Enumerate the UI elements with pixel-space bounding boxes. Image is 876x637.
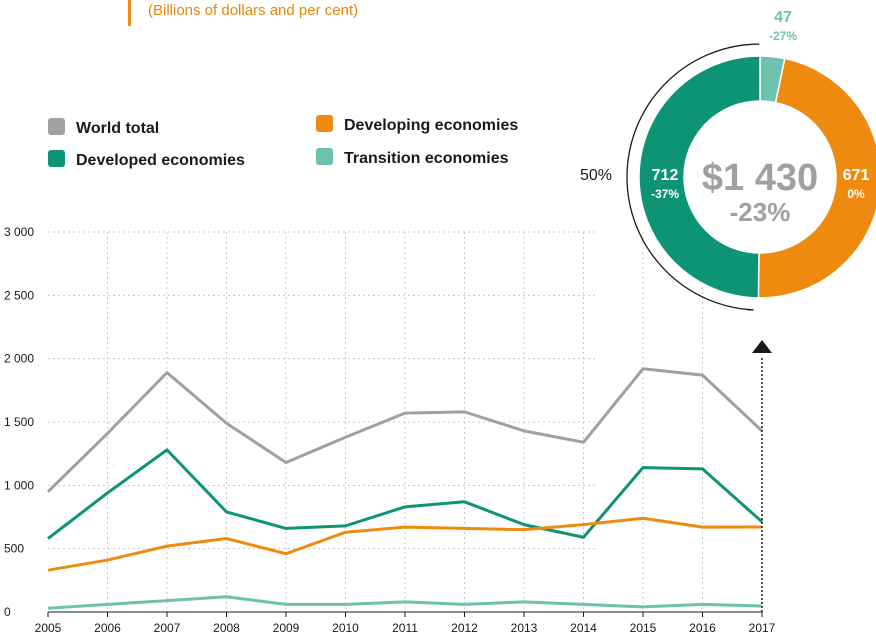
x-tick-label: 2017: [749, 621, 776, 635]
donut-total-change: -23%: [730, 197, 791, 227]
legend-swatch-world: [48, 118, 65, 135]
legend-swatch-developed: [48, 150, 65, 167]
y-tick-label: 2 500: [4, 288, 34, 302]
legend: World total Developing economies Develop…: [48, 115, 518, 169]
bracket-arc: [626, 43, 754, 311]
x-tick-label: 2006: [94, 621, 121, 635]
donut-total-label: $1 430: [702, 157, 818, 199]
x-tick-label: 2010: [332, 621, 359, 635]
x-tick-label: 2014: [570, 621, 597, 635]
x-tick-label: 2007: [154, 621, 181, 635]
donut-value-developed: 712: [652, 167, 679, 184]
series-line-developed: [47, 448, 763, 540]
x-tick-label: 2005: [35, 621, 62, 635]
series-line-world: [46, 367, 764, 493]
y-tick-label: 3 000: [4, 225, 34, 239]
donut-value-transition: 47: [774, 9, 792, 26]
legend-label-transition: Transition economies: [344, 150, 509, 167]
x-tick-label: 2016: [689, 621, 716, 635]
legend-swatch-transition: [316, 148, 333, 165]
grid: [48, 231, 703, 612]
x-tick-label: 2008: [213, 621, 240, 635]
x-tick-label: 2015: [630, 621, 657, 635]
donut-chart: $1 430-23% 47 -27% 671 0% 712 -37% 50%: [580, 9, 876, 311]
y-tick-label: 0: [4, 605, 11, 619]
x-tick-label: 2011: [392, 621, 418, 635]
legend-label-world: World total: [76, 120, 159, 137]
x-tick-label: 2009: [273, 621, 300, 635]
legend-label-developing: Developing economies: [344, 117, 518, 134]
donut-slice-developed: [638, 55, 761, 299]
legend-swatch-developing: [316, 115, 333, 132]
axes: 0 500 1 000 1 500 2 000 2 500 3 000 2005 2006 200…: [4, 225, 776, 635]
y-tick-label: 1 500: [4, 415, 34, 429]
legend-label-developed: Developed economies: [76, 152, 245, 169]
y-tick-label: 2 000: [4, 352, 34, 366]
x-tick-label: 2012: [451, 621, 478, 635]
bracket-label: 50%: [580, 167, 612, 184]
series-line-transition: [47, 595, 763, 610]
y-tick-label: 500: [4, 542, 24, 556]
donut-change-developing: 0%: [847, 187, 865, 201]
chart-subtitle: (Billions of dollars and per cent): [148, 2, 358, 19]
series-line-developing: [47, 516, 763, 572]
y-tick-label: 1 000: [4, 478, 34, 492]
line-series: [46, 367, 764, 610]
donut-slice-developing: [757, 57, 876, 299]
subtitle-accent-bar: [128, 0, 131, 26]
x-tick-label: 2013: [511, 621, 538, 635]
donut-change-transition: -27%: [769, 29, 797, 43]
donut-change-developed: -37%: [651, 187, 679, 201]
donut-value-developing: 671: [843, 167, 870, 184]
pointer-arrow: [752, 340, 772, 353]
